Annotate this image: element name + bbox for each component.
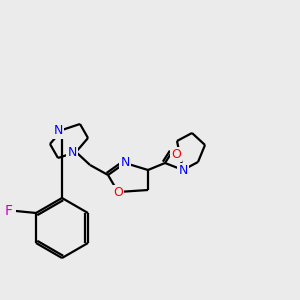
Text: O: O	[113, 185, 123, 199]
Text: N: N	[53, 124, 63, 137]
Text: N: N	[67, 146, 77, 158]
Text: N: N	[178, 164, 188, 176]
Text: O: O	[171, 148, 181, 160]
Text: N: N	[120, 157, 130, 169]
Text: F: F	[5, 204, 13, 218]
